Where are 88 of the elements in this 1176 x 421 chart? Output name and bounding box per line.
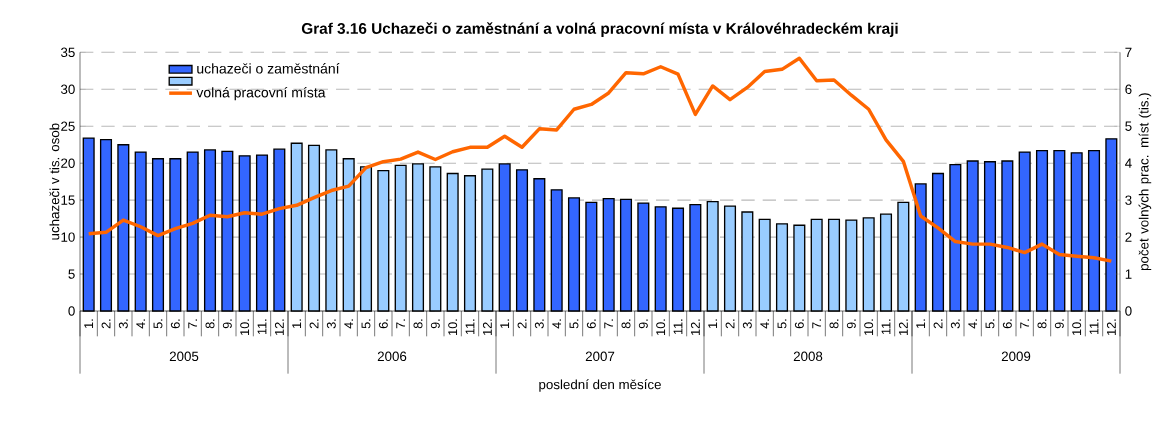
x-tick-label: 3. — [326, 319, 336, 329]
x-tick-label: 5. — [569, 319, 579, 329]
x-tick-label: 12. — [1106, 319, 1116, 335]
x-tick-label: 4. — [344, 319, 354, 329]
x-tick-label: 4. — [552, 319, 562, 329]
x-tick-label: 3. — [534, 319, 544, 329]
y2-tick-label: 7 — [1125, 47, 1132, 57]
text: 2008 — [793, 351, 823, 362]
text: 2009 — [1001, 351, 1031, 362]
x-tick-label: 10. — [864, 319, 874, 335]
y-tick-label: 30 — [60, 84, 75, 94]
x-tick-label: 12. — [482, 319, 492, 335]
x-tick-label: 7. — [604, 319, 614, 329]
x-tick-label: 10. — [448, 319, 458, 335]
x-tick-label: 7. — [1020, 319, 1030, 329]
x-tick-label: 5. — [985, 319, 995, 329]
x-tick-label: 2. — [101, 319, 111, 329]
text: 2006 — [377, 351, 407, 362]
y-tick-label: 20 — [61, 158, 75, 168]
y2-tick-label: 3 — [1125, 195, 1132, 205]
x-tick-label: 6. — [170, 319, 180, 329]
x-tick-label: 8. — [413, 319, 423, 329]
x-tick-label: 10. — [656, 319, 666, 335]
x-tick-label: 7. — [188, 319, 198, 329]
x-tick-label: 3. — [118, 319, 128, 329]
x-tick-label: 6. — [794, 319, 804, 329]
x-tick-label: 1. — [292, 319, 302, 328]
x-tick-label: 4. — [760, 319, 770, 329]
x-tick-label: 11. — [257, 319, 267, 334]
y-tick-label: 10 — [61, 232, 75, 242]
x-tick-label: 7. — [396, 319, 406, 329]
x-tick-label: 11. — [881, 319, 891, 334]
y-axis-title: uchazeči v tis. osob — [49, 123, 60, 240]
legend-label: volná pracovní místa — [196, 87, 326, 101]
x-tick-label: 9. — [846, 319, 856, 329]
x-tick-label: 12. — [274, 319, 284, 335]
x-tick-label: 8. — [1037, 319, 1047, 329]
x-tick-label: 9. — [638, 319, 648, 329]
x-tick-label: 12. — [898, 319, 908, 335]
x-tick-label: 8. — [621, 319, 631, 329]
x-tick-label: 3. — [742, 319, 752, 329]
y2-tick-label: 2 — [1125, 232, 1132, 242]
text: 2007 — [585, 351, 615, 362]
x-tick-label: 8. — [205, 319, 215, 329]
x-tick-label: 7. — [812, 319, 822, 329]
x-tick-label: 4. — [136, 319, 146, 329]
x-tick-label: 9. — [430, 319, 440, 329]
line-series — [86, 56, 1114, 263]
x-tick-label: 10. — [1072, 319, 1082, 335]
y-tick-label: 15 — [61, 195, 75, 205]
x-tick-label: 12. — [690, 319, 700, 335]
x-tick-label: 9. — [1054, 319, 1064, 329]
x-tick-label: 8. — [829, 319, 839, 329]
x-tick-label: 11. — [465, 319, 475, 334]
y-tick-label: 5 — [68, 269, 75, 279]
x-tick-label: 1. — [500, 319, 510, 328]
text: 2005 — [169, 351, 199, 362]
x-tick-label: 5. — [153, 319, 163, 329]
chart-title: Graf 3.16 Uchazeči o zaměstnání a volná pracovní místa v Královéhradeckém kraji — [301, 22, 898, 37]
x-tick-label: 2. — [309, 319, 319, 329]
y-tick-label: 35 — [60, 47, 75, 58]
x-tick-label: 2. — [933, 319, 943, 329]
x-tick-label: 3. — [950, 319, 960, 329]
x-tick-label: 5. — [777, 319, 787, 329]
x-tick-label: 4. — [968, 319, 978, 329]
y2-tick-label: 1 — [1125, 269, 1132, 279]
x-axis-title: poslední den měsíce — [539, 379, 661, 392]
x-tick-label: 2. — [517, 319, 527, 329]
y2-tick-label: 5 — [1125, 121, 1132, 131]
x-tick-label: 5. — [361, 319, 371, 329]
y2-axis-title: počet volných prac. míst (tis.) — [1138, 93, 1152, 271]
y2-tick-label: 0 — [1125, 306, 1132, 316]
y-tick-label: 0 — [68, 306, 75, 316]
x-tick-label: 11. — [673, 319, 683, 334]
x-tick-label: 9. — [222, 319, 232, 329]
x-tick-label: 10. — [240, 319, 250, 335]
y-tick-label: 25 — [61, 121, 75, 131]
x-tick-label: 6. — [586, 319, 596, 329]
x-tick-label: 11. — [1089, 319, 1099, 334]
y2-tick-label: 4 — [1125, 158, 1132, 168]
x-tick-label: 6. — [378, 319, 388, 329]
legend-label: uchazeči o zaměstnání — [197, 63, 340, 74]
y2-tick-label: 6 — [1125, 84, 1132, 95]
x-tick-label: 6. — [1002, 319, 1012, 329]
x-tick-label: 1. — [84, 319, 94, 328]
x-tick-label: 2. — [725, 319, 735, 329]
x-tick-label: 1. — [916, 319, 926, 328]
x-tick-label: 1. — [708, 319, 718, 328]
